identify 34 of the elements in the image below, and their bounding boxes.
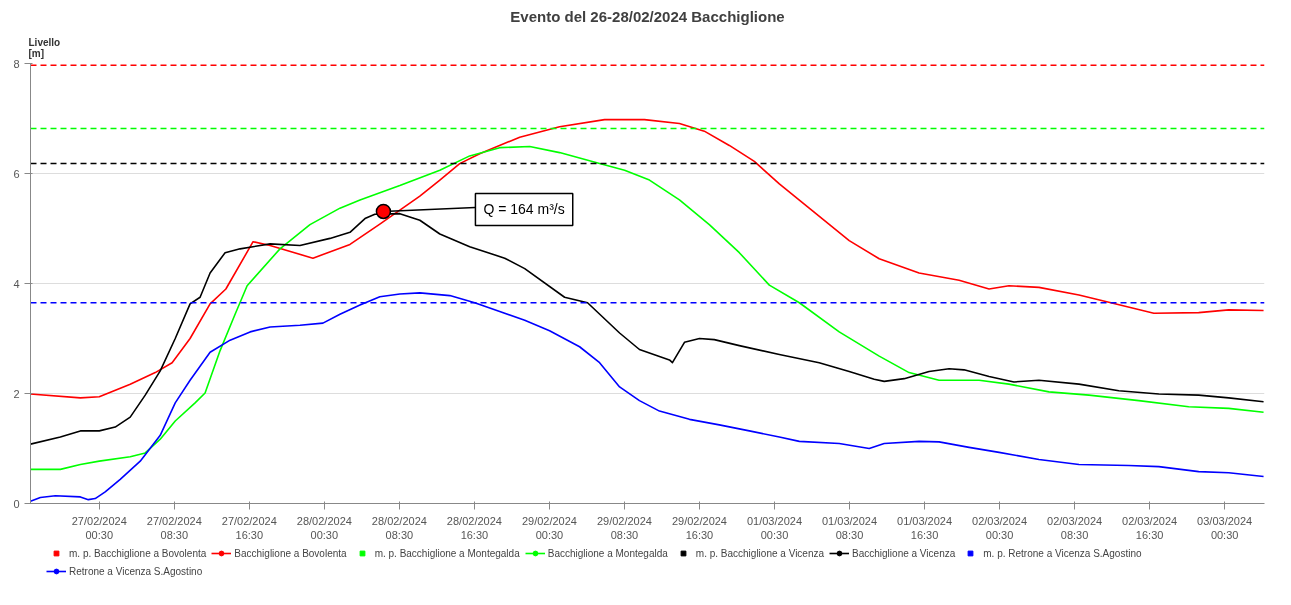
x-tick-label: 29/02/2024 08:30 bbox=[596, 514, 652, 541]
annotation: Q = 164 m³/s bbox=[483, 201, 565, 218]
y-axis-title: Livello [m] bbox=[28, 36, 61, 59]
x-tick-label: 27/02/2024 08:30 bbox=[146, 514, 202, 541]
y-tick-label: 2 bbox=[13, 387, 20, 400]
legend-label: m. p. Bacchiglione a Vicenza bbox=[695, 547, 825, 559]
x-tick-label: 29/02/2024 00:30 bbox=[521, 514, 577, 541]
x-tick-label: 01/03/2024 16:30 bbox=[897, 514, 953, 541]
y-tick-label: 8 bbox=[13, 57, 20, 70]
legend-label: Bacchiglione a Bovolenta bbox=[234, 547, 347, 559]
legend-label: Retrone a Vicenza S.Agostino bbox=[69, 565, 203, 577]
legend-label: Bacchiglione a Vicenza bbox=[852, 547, 956, 559]
x-tick-label: 29/02/2024 16:30 bbox=[671, 514, 728, 541]
legend-label: m. p. Bacchiglione a Bovolenta bbox=[69, 547, 207, 559]
legend-label: m. p. Bacchiglione a Montegalda bbox=[374, 547, 520, 559]
x-tick-label: 02/03/2024 08:30 bbox=[1047, 514, 1103, 541]
chart-title: Evento del 26-28/02/2024 Bacchiglione bbox=[510, 7, 785, 25]
x-tick-label: 28/02/2024 00:30 bbox=[296, 514, 352, 541]
x-tick-label: 27/02/2024 00:30 bbox=[71, 514, 127, 541]
y-tick-label: 6 bbox=[13, 167, 20, 180]
x-tick-label: 01/03/2024 00:30 bbox=[746, 514, 803, 541]
x-tick-label: 28/02/2024 16:30 bbox=[446, 514, 502, 541]
x-tick-label: 27/02/2024 16:30 bbox=[221, 514, 277, 541]
line-series bbox=[30, 118, 1265, 399]
legend-label: Bacchiglione a Montegalda bbox=[547, 547, 668, 559]
x-tick-label: 03/03/2024 00:30 bbox=[1197, 514, 1253, 541]
legend-label: m. p. Retrone a Vicenza S.Agostino bbox=[983, 547, 1142, 559]
y-tick-label: 4 bbox=[13, 277, 20, 290]
line-series bbox=[30, 145, 1265, 471]
x-tick-label: 02/03/2024 00:30 bbox=[972, 514, 1028, 541]
x-tick-label: 28/02/2024 08:30 bbox=[371, 514, 427, 541]
y-tick-label: 0 bbox=[13, 497, 20, 510]
x-tick-label: 02/03/2024 16:30 bbox=[1122, 514, 1178, 541]
x-tick-label: 01/03/2024 08:30 bbox=[821, 514, 878, 541]
